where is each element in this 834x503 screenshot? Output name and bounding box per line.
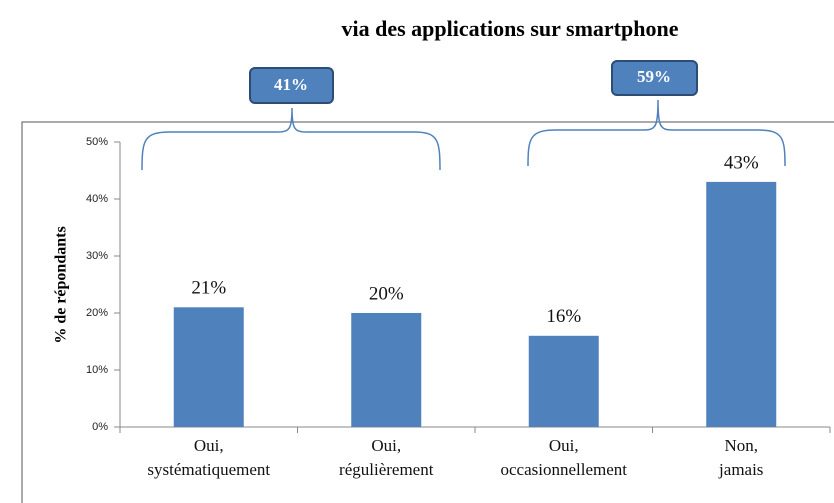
callout-text: 41% [274,75,308,94]
x-tick-label-line: occasionnellement [500,460,627,479]
x-tick-label-line: systématiquement [147,460,270,479]
bar [173,307,244,427]
x-tick-label-line: régulièrement [339,460,434,479]
y-axis-label: % de répondants [53,226,70,343]
data-label: 43% [724,152,759,173]
x-tick-label: Oui, occasionnellement [500,436,627,479]
data-label: 16% [546,306,581,327]
bracket [527,99,786,167]
x-tick-label: Oui, systématiquement [147,436,270,479]
callout-box [249,67,334,104]
y-tick-label: 0% [92,421,108,433]
x-tick-label-line: Oui, [194,436,224,455]
y-tick-label: 20% [86,307,108,319]
y-tick-label: 10% [86,364,108,376]
x-tick-label-line: Oui, [371,436,401,455]
y-tick-label: 40% [86,193,108,205]
x-tick-label-line: Non, [724,436,758,455]
callout-text: 59% [637,67,671,86]
y-tick-label: 50% [86,136,108,148]
x-tick-label-line: jamais [718,460,763,479]
bar [528,335,599,427]
chart-title: via des applications sur smartphone [342,16,679,41]
bracket [141,107,441,171]
y-tick-label: 30% [86,250,108,262]
bar [351,313,422,427]
data-label: 20% [369,283,404,304]
data-label: 21% [191,278,226,299]
x-tick-label-line: Oui, [549,436,579,455]
callout-box [611,60,698,96]
x-tick-label: Non, jamais [718,436,763,479]
chart-frame [21,121,834,503]
x-tick-label: Oui, régulièrement [339,436,434,479]
bar [706,181,777,427]
